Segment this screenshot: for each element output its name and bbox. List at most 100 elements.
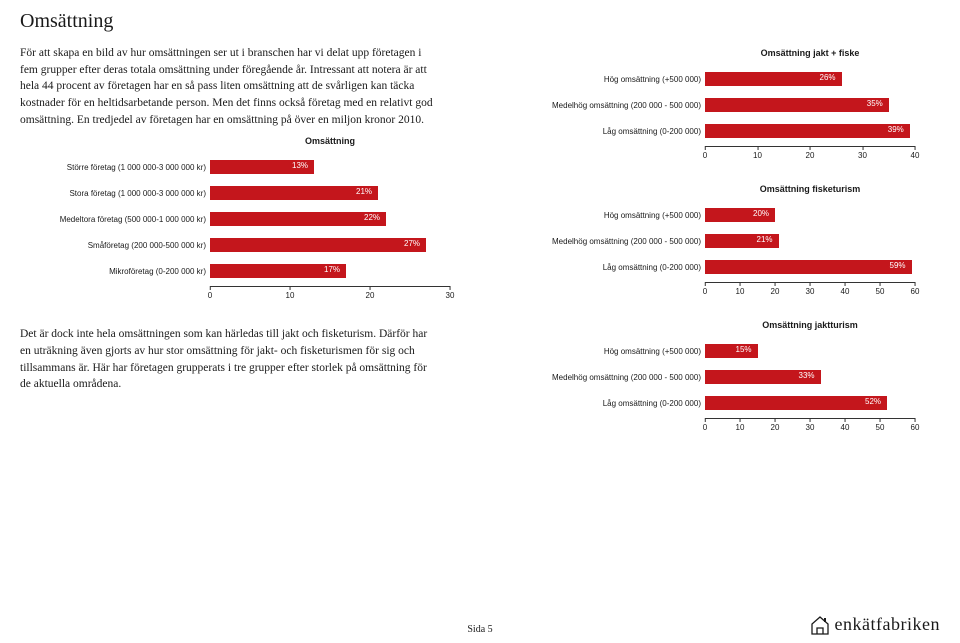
bar — [705, 124, 910, 138]
axis-tick: 0 — [208, 291, 212, 300]
chart-jaktturism: Omsättning jaktturism Hög omsättning (+50… — [520, 320, 940, 434]
intro-paragraph: För att skapa en bild av hur omsättninge… — [20, 45, 440, 128]
chart-title: Omsättning — [210, 136, 450, 146]
bar-value: 59% — [890, 261, 906, 270]
bar-area: 27% — [210, 234, 450, 256]
row-label: Låg omsättning (0-200 000) — [520, 263, 705, 272]
second-paragraph: Det är dock inte hela omsättningen som k… — [20, 326, 440, 393]
axis-tick: 20 — [366, 291, 375, 300]
bar-area: 17% — [210, 260, 450, 282]
x-axis: 0102030 — [210, 286, 450, 302]
axis-tick: 30 — [806, 287, 815, 296]
bar — [705, 260, 912, 274]
chart-row: Hög omsättning (+500 000) 26% — [520, 68, 940, 90]
chart-row: Låg omsättning (0-200 000) 39% — [520, 120, 940, 142]
chart-row: Hög omsättning (+500 000) 20% — [520, 204, 940, 226]
axis-tick: 50 — [876, 423, 885, 432]
bar-value: 26% — [820, 73, 836, 82]
axis-tick: 40 — [911, 151, 920, 160]
chart-jakt-fiske: Omsättning jakt + fiske Hög omsättning (+… — [520, 48, 940, 162]
chart-row: Låg omsättning (0-200 000) 52% — [520, 392, 940, 414]
axis-tick: 20 — [806, 151, 815, 160]
chart-row: Medelhög omsättning (200 000 - 500 000) 3… — [520, 366, 940, 388]
bar-value: 35% — [867, 99, 883, 108]
bar — [705, 396, 887, 410]
bar-value: 17% — [324, 265, 340, 274]
chart-row: Mikroföretag (0-200 000 kr) 17% — [20, 260, 460, 282]
axis-tick: 40 — [841, 287, 850, 296]
bar-area: 35% — [705, 94, 915, 116]
axis-tick: 60 — [911, 423, 920, 432]
chart-title: Omsättning jaktturism — [705, 320, 915, 330]
bar-value: 21% — [757, 235, 773, 244]
chart-fisketurism: Omsättning fisketurism Hög omsättning (+5… — [520, 184, 940, 298]
row-label: Låg omsättning (0-200 000) — [520, 127, 705, 136]
x-axis: 0102030405060 — [705, 418, 915, 434]
right-column: Omsättning jakt + fiske Hög omsättning (+… — [520, 48, 940, 456]
bar — [210, 186, 378, 200]
row-label: Småföretag (200 000-500 000 kr) — [20, 241, 210, 250]
axis-tick: 0 — [703, 423, 707, 432]
axis-tick: 0 — [703, 287, 707, 296]
house-icon — [809, 615, 831, 635]
row-label: Medelhög omsättning (200 000 - 500 000) — [520, 373, 705, 382]
bar-area: 20% — [705, 204, 915, 226]
bar-area: 39% — [705, 120, 915, 142]
bar-value: 27% — [404, 239, 420, 248]
bar-value: 13% — [292, 161, 308, 170]
bar-area: 52% — [705, 392, 915, 414]
footer: Sida 5 enkätfabriken — [0, 624, 960, 635]
bar-value: 15% — [736, 345, 752, 354]
bar-area: 22% — [210, 208, 450, 230]
bar-value: 33% — [799, 371, 815, 380]
row-label: Medeltora företag (500 000-1 000 000 kr) — [20, 215, 210, 224]
bar-area: 15% — [705, 340, 915, 362]
axis-tick: 30 — [446, 291, 455, 300]
axis-tick: 20 — [771, 423, 780, 432]
axis-tick: 20 — [771, 287, 780, 296]
bar-area: 26% — [705, 68, 915, 90]
x-axis: 010203040 — [705, 146, 915, 162]
axis-tick: 30 — [858, 151, 867, 160]
bar-value: 20% — [753, 209, 769, 218]
bar-value: 22% — [364, 213, 380, 222]
chart-row: Medeltora företag (500 000-1 000 000 kr)… — [20, 208, 460, 230]
chart-title: Omsättning jakt + fiske — [705, 48, 915, 58]
bar-value: 52% — [865, 397, 881, 406]
chart-row: Medelhög omsättning (200 000 - 500 000)3… — [520, 94, 940, 116]
bar — [210, 212, 386, 226]
row-label: Hög omsättning (+500 000) — [520, 347, 705, 356]
bar-area: 59% — [705, 256, 915, 278]
axis-tick: 50 — [876, 287, 885, 296]
axis-tick: 10 — [753, 151, 762, 160]
axis-tick: 40 — [841, 423, 850, 432]
chart-title: Omsättning fisketurism — [705, 184, 915, 194]
logo: enkätfabriken — [809, 614, 940, 635]
logo-text: enkätfabriken — [835, 614, 940, 635]
bar-value: 39% — [888, 125, 904, 134]
axis-tick: 0 — [703, 151, 707, 160]
chart-row: Större företag (1 000 000-3 000 000 kr) 1… — [20, 156, 460, 178]
chart-row: Småföretag (200 000-500 000 kr) 27% — [20, 234, 460, 256]
axis-tick: 60 — [911, 287, 920, 296]
page-title: Omsättning — [20, 10, 940, 33]
row-label: Hög omsättning (+500 000) — [520, 75, 705, 84]
row-label: Större företag (1 000 000-3 000 000 kr) — [20, 163, 210, 172]
chart-row: Medelhög omsättning (200 000 - 500 000) 2… — [520, 230, 940, 252]
chart-row: Stora företag (1 000 000-3 000 000 kr) 21… — [20, 182, 460, 204]
row-label: Hög omsättning (+500 000) — [520, 211, 705, 220]
bar-area: 13% — [210, 156, 450, 178]
axis-tick: 10 — [736, 423, 745, 432]
bar — [210, 238, 426, 252]
row-label: Mikroföretag (0-200 000 kr) — [20, 267, 210, 276]
axis-tick: 30 — [806, 423, 815, 432]
axis-tick: 10 — [736, 287, 745, 296]
chart-row: Hög omsättning (+500 000) 15% — [520, 340, 940, 362]
bar — [705, 98, 889, 112]
x-axis: 0102030405060 — [705, 282, 915, 298]
row-label: Stora företag (1 000 000-3 000 000 kr) — [20, 189, 210, 198]
row-label: Medelhög omsättning (200 000 - 500 000) — [520, 237, 705, 246]
bar-value: 21% — [356, 187, 372, 196]
bar-area: 21% — [705, 230, 915, 252]
row-label: Låg omsättning (0-200 000) — [520, 399, 705, 408]
